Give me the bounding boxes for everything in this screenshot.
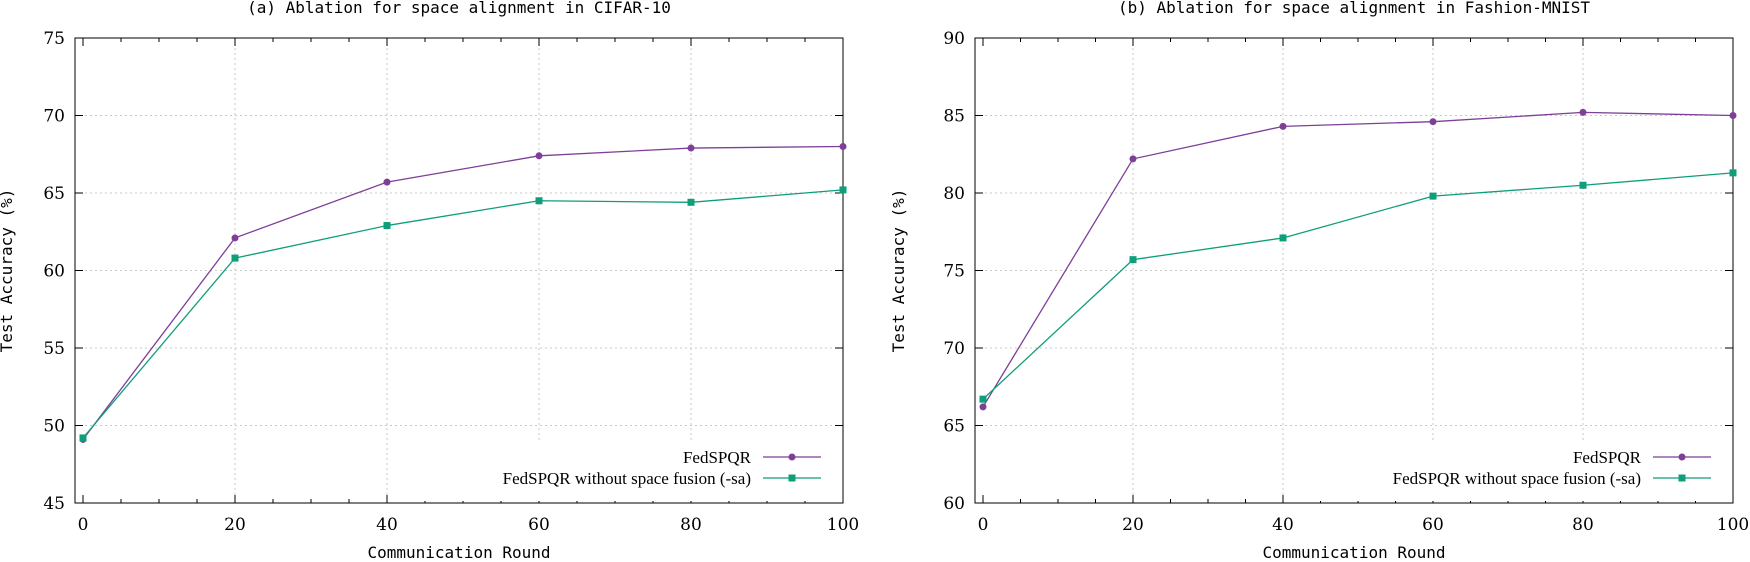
x-tick-label: 20: [1122, 515, 1144, 535]
data-point-0: [231, 234, 239, 242]
data-point-1: [1279, 234, 1287, 242]
legend-marker-0: [788, 453, 796, 461]
x-tick-label: 40: [1272, 515, 1294, 535]
data-point-1: [1729, 169, 1737, 177]
chart-panel-cifar10: (a) Ablation for space alignment in CIFA…: [0, 0, 859, 562]
x-tick-label: 80: [680, 515, 702, 535]
legend-background: [1313, 443, 1731, 501]
data-point-0: [1729, 112, 1737, 119]
data-point-0: [535, 152, 543, 160]
data-point-1: [839, 186, 847, 194]
legend-label-1: FedSPQR without space fusion (-sa): [1393, 469, 1641, 488]
y-tick-label: 70: [43, 107, 65, 127]
chart-title: (b) Ablation for space alignment in Fash…: [1118, 0, 1590, 17]
data-point-1: [231, 254, 239, 262]
y-tick-label: 65: [43, 184, 65, 204]
x-tick-label: 0: [78, 515, 89, 535]
x-tick-label: 40: [376, 515, 398, 535]
x-tick-label: 20: [224, 515, 246, 535]
chart-panel-fashion-mnist: (b) Ablation for space alignment in Fash…: [889, 0, 1749, 562]
y-tick-label: 85: [943, 107, 965, 127]
series-line-1: [82, 189, 844, 439]
y-axis-label: Test Accuracy (%): [0, 189, 16, 353]
y-tick-label: 45: [43, 494, 65, 514]
x-tick-label: 80: [1572, 515, 1594, 535]
y-tick-label: 65: [943, 417, 965, 437]
data-point-0: [979, 403, 987, 411]
x-axis-label: Communication Round: [1262, 543, 1445, 562]
x-tick-label: 60: [528, 515, 550, 535]
data-point-1: [535, 197, 543, 205]
y-axis-label: Test Accuracy (%): [889, 189, 908, 353]
legend-label-0: FedSPQR: [1573, 448, 1642, 467]
data-point-0: [1429, 118, 1437, 126]
data-point-1: [979, 395, 987, 403]
x-tick-label: 0: [978, 515, 989, 535]
data-point-0: [383, 178, 391, 186]
x-axis-label: Communication Round: [367, 543, 550, 562]
legend-background: [423, 443, 841, 501]
data-point-0: [1579, 108, 1587, 116]
y-tick-label: 60: [943, 494, 965, 514]
chart-title: (a) Ablation for space alignment in CIFA…: [247, 0, 671, 17]
data-point-1: [687, 198, 695, 206]
data-point-0: [1129, 155, 1137, 163]
data-point-0: [687, 144, 695, 152]
data-point-1: [1429, 192, 1437, 200]
series-line-0: [82, 145, 844, 440]
y-tick-label: 75: [943, 262, 965, 282]
legend-marker-1: [1678, 474, 1686, 482]
legend-marker-0: [1678, 453, 1686, 461]
x-tick-label: 100: [827, 515, 859, 535]
series-line-0: [982, 111, 1734, 408]
data-point-1: [79, 434, 87, 442]
data-point-1: [383, 222, 391, 230]
series-line-1: [982, 172, 1734, 400]
y-tick-label: 55: [43, 339, 65, 359]
data-point-1: [1129, 256, 1137, 264]
y-tick-label: 75: [43, 29, 65, 49]
y-tick-label: 60: [43, 262, 65, 282]
legend-label-1: FedSPQR without space fusion (-sa): [503, 469, 751, 488]
x-tick-label: 100: [1717, 515, 1749, 535]
plot-frame: [974, 37, 1734, 504]
data-point-0: [1279, 122, 1287, 130]
data-point-0: [839, 143, 847, 150]
x-tick-label: 60: [1422, 515, 1444, 535]
y-tick-label: 50: [43, 417, 65, 437]
y-tick-label: 80: [943, 184, 965, 204]
y-tick-label: 70: [943, 339, 965, 359]
legend-label-0: FedSPQR: [683, 448, 752, 467]
y-tick-label: 90: [943, 29, 965, 49]
legend-marker-1: [788, 474, 796, 482]
data-point-1: [1579, 181, 1587, 189]
